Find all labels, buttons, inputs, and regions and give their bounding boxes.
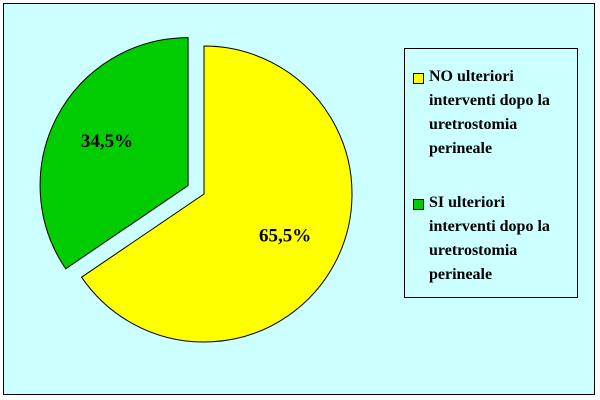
legend-item-no: NO ulteriori interventi dopo la uretrost… xyxy=(413,65,573,161)
pie-slice-no xyxy=(80,45,353,343)
slice-label-no: 65,5% xyxy=(259,225,311,246)
legend-label-no: NO ulteriori interventi dopo la uretrost… xyxy=(429,68,550,157)
pie-chart: 65,5% 34,5% xyxy=(39,37,353,343)
legend: NO ulteriori interventi dopo la uretrost… xyxy=(404,48,578,298)
legend-swatch-si xyxy=(413,199,424,210)
chart-area: 65,5% 34,5% NO ulteriori interventi dopo… xyxy=(3,3,595,395)
pie-slice-si xyxy=(39,37,189,270)
legend-item-si: SI ulteriori interventi dopo la uretrost… xyxy=(413,191,573,287)
slice-label-si: 34,5% xyxy=(81,131,133,152)
legend-label-si: SI ulteriori interventi dopo la uretrost… xyxy=(429,194,550,283)
legend-swatch-no xyxy=(413,73,424,84)
